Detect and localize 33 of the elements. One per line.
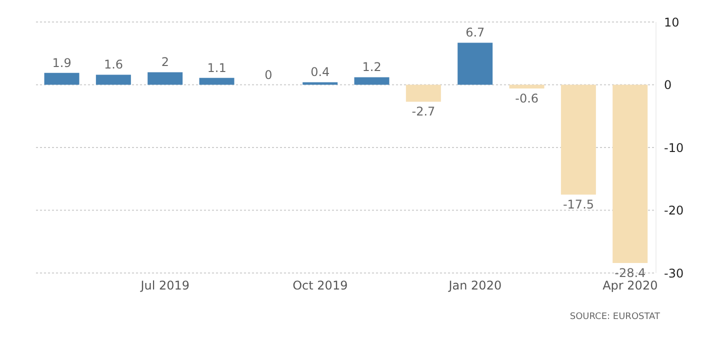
y-tick-label: 0 bbox=[664, 78, 672, 92]
x-tick-label: Jul 2019 bbox=[140, 278, 190, 293]
bar bbox=[199, 78, 234, 85]
y-tick-label: -10 bbox=[664, 140, 684, 155]
data-label: -2.7 bbox=[412, 104, 436, 119]
bar bbox=[96, 74, 131, 85]
x-tick-label: Oct 2019 bbox=[292, 278, 348, 293]
data-label: 1.6 bbox=[104, 58, 124, 72]
x-tick-label: Jan 2020 bbox=[448, 278, 502, 293]
bar bbox=[148, 72, 183, 85]
bar bbox=[406, 84, 441, 102]
bar bbox=[302, 82, 338, 85]
bar bbox=[560, 84, 596, 195]
data-label: 2 bbox=[161, 55, 169, 70]
data-label: 6.7 bbox=[466, 26, 485, 40]
data-label: 1.2 bbox=[362, 60, 382, 74]
data-label: 1.9 bbox=[52, 56, 72, 70]
bar bbox=[458, 42, 493, 85]
data-label: -0.6 bbox=[515, 92, 539, 106]
data-label: -28.4 bbox=[614, 266, 646, 280]
y-tick-label: -30 bbox=[664, 266, 684, 280]
y-tick-label: 10 bbox=[664, 15, 680, 30]
bar bbox=[354, 77, 390, 85]
bar bbox=[44, 72, 80, 85]
x-tick-label: Apr 2020 bbox=[602, 278, 658, 293]
data-label: 1.1 bbox=[207, 60, 226, 75]
data-label: 0.4 bbox=[310, 65, 330, 80]
data-label: 0 bbox=[264, 68, 272, 82]
source-note: SOURCE: EUROSTAT bbox=[568, 312, 661, 322]
data-label: -17.5 bbox=[562, 198, 594, 212]
bar bbox=[509, 84, 544, 89]
bar bbox=[612, 84, 648, 263]
y-tick-label: -20 bbox=[664, 204, 684, 218]
